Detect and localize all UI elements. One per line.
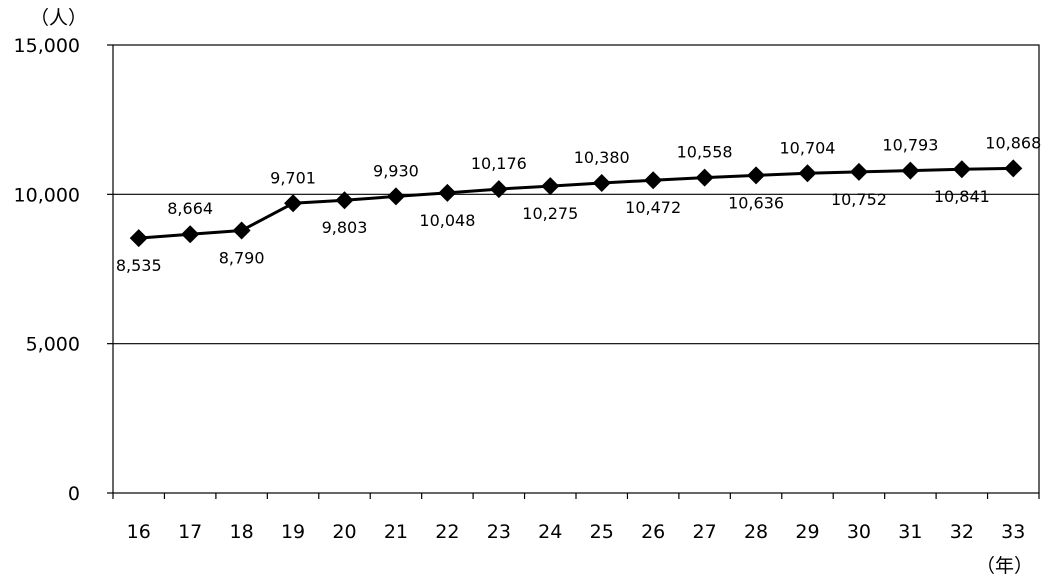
- y-axis-unit: （人）: [30, 7, 87, 29]
- x-tick-label: 32: [950, 521, 974, 543]
- data-point-marker: [489, 180, 508, 199]
- data-point-marker: [901, 161, 920, 180]
- data-point-marker: [644, 171, 663, 190]
- data-label: 10,704: [780, 138, 836, 157]
- grid-lines: [113, 193, 1039, 345]
- y-axis: 0 5,000 10,000 15,000: [14, 35, 113, 505]
- data-label: 9,803: [322, 218, 368, 237]
- data-point-marker: [695, 168, 714, 187]
- data-label: 10,275: [522, 204, 578, 223]
- data-point-marker: [232, 221, 251, 240]
- y-tick-label: 5,000: [26, 334, 80, 356]
- x-tick-label: 25: [590, 521, 614, 543]
- x-tick-label: 27: [693, 521, 717, 543]
- y-tick-label: 0: [68, 483, 80, 505]
- x-tick-label: 21: [384, 521, 408, 543]
- data-point-marker: [849, 162, 868, 181]
- x-tick-label: 23: [487, 521, 511, 543]
- data-point-marker: [747, 166, 766, 185]
- y-tick-label: 10,000: [14, 184, 80, 206]
- x-tick-label: 29: [795, 521, 819, 543]
- data-label: 10,793: [882, 136, 938, 155]
- x-tick-label: 19: [281, 521, 305, 543]
- data-label: 10,636: [728, 193, 784, 212]
- y-tick-label: 15,000: [14, 35, 80, 57]
- data-point-marker: [1004, 159, 1023, 178]
- data-point-marker: [335, 191, 354, 210]
- data-point-marker: [129, 229, 148, 248]
- data-markers: [129, 159, 1023, 248]
- data-point-marker: [592, 173, 611, 192]
- x-tick-label: 30: [847, 521, 871, 543]
- x-tick-label: 28: [744, 521, 768, 543]
- x-tick-label: 18: [230, 521, 254, 543]
- data-label: 10,558: [677, 143, 733, 162]
- plot-area: [112, 44, 1040, 494]
- x-tick-label: 31: [898, 521, 922, 543]
- data-label: 10,841: [934, 187, 990, 206]
- data-label: 10,472: [625, 198, 681, 217]
- x-axis-unit: （年）: [976, 555, 1033, 577]
- x-tick-label: 24: [538, 521, 562, 543]
- data-label: 10,868: [985, 133, 1041, 152]
- x-tick-label: 20: [332, 521, 356, 543]
- data-labels: 8,535 8,664 8,790 9,701 9,803 9,930 10,048 10,1…: [116, 133, 1041, 275]
- data-point-marker: [181, 225, 200, 244]
- x-tick-label: 26: [641, 521, 665, 543]
- data-label: 10,752: [831, 190, 887, 209]
- data-label: 9,701: [270, 168, 316, 187]
- data-point-marker: [541, 177, 560, 196]
- data-point-marker: [438, 183, 457, 202]
- data-point-marker: [386, 187, 405, 206]
- x-tick-label: 22: [435, 521, 459, 543]
- data-point-marker: [284, 194, 303, 213]
- data-label: 9,930: [373, 161, 419, 180]
- x-tick-label: 17: [178, 521, 202, 543]
- data-label: 8,790: [219, 248, 265, 267]
- x-tick-label: 33: [1001, 521, 1025, 543]
- data-label: 10,048: [419, 211, 475, 230]
- data-label: 10,176: [471, 154, 527, 173]
- data-point-marker: [952, 160, 971, 179]
- data-label: 10,380: [574, 148, 630, 167]
- x-tick-label: 16: [127, 521, 151, 543]
- data-label: 8,535: [116, 256, 162, 275]
- data-point-marker: [798, 164, 817, 183]
- data-label: 8,664: [167, 199, 213, 218]
- x-axis: 16 17 18 19 20 21 22 23 24 25 26 27 28 29 30 31 32 33: [112, 493, 1040, 543]
